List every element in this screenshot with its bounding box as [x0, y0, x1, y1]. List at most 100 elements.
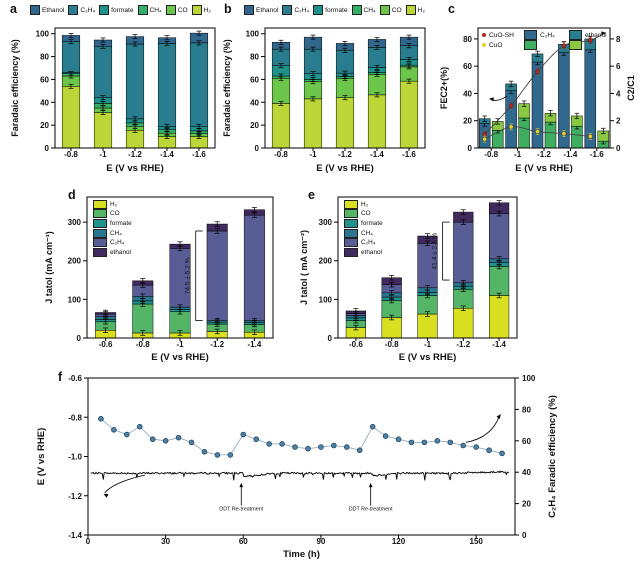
svg-text:20: 20	[463, 117, 472, 126]
svg-text:-1.4: -1.4	[370, 150, 384, 159]
panel-f: f DDT Re-treatment DDT Re-treatment -0.6 -0…	[28, 360, 638, 562]
svg-text:-1.4: -1.4	[68, 531, 82, 540]
legend-label: formate	[110, 219, 132, 227]
legend-item-Ethanol: Ethanol	[30, 5, 64, 15]
legend-swatch	[244, 5, 254, 15]
legend-swatch	[93, 199, 107, 209]
svg-text:Time (h): Time (h)	[283, 549, 320, 560]
panel-e-chart: -0.6 -0.8 -1 -1.2 -1.4 0 100 200 300 E (V vs RHE)…	[299, 196, 518, 362]
svg-text:60: 60	[522, 437, 531, 446]
panel-a-label: a	[10, 2, 17, 16]
svg-text:200: 200	[68, 257, 82, 266]
legend-swatch	[282, 5, 293, 15]
svg-text:2: 2	[616, 117, 621, 126]
svg-text:E (V vs RHE): E (V vs RHE)	[399, 352, 457, 362]
panel-b: b Ethanol C₂H₄ formate CH₄ CO H₂ -0.8 -1 -1.2 -1…	[220, 2, 442, 176]
svg-text:-1.6: -1.6	[192, 150, 206, 159]
svg-text:DDT Re-treatment: DDT Re-treatment	[219, 506, 263, 512]
panel-e-legend: H₂ CO formate CH₄ C₂H₄ ethanol	[344, 199, 383, 257]
panel-a-chart: -0.8 -1 -1.2 -1.4 -1.6 0 20 40 60 80 100 E (V vs RH…	[10, 27, 216, 174]
legend-item-formate: formate	[313, 5, 348, 15]
legend-swatch	[344, 218, 358, 228]
svg-text:E (V vs RHE): E (V vs RHE)	[515, 163, 573, 174]
svg-text:-0.6: -0.6	[349, 340, 363, 349]
svg-text:20: 20	[250, 121, 259, 130]
legend-label: CO	[110, 210, 120, 218]
legend-label: formate	[111, 6, 134, 14]
svg-text:J tatol ( mA cm⁻²): J tatol ( mA cm⁻²)	[299, 230, 309, 305]
svg-text:0: 0	[77, 334, 82, 343]
svg-text:-1.2: -1.2	[68, 492, 82, 501]
legend-swatch-C₂H₄	[524, 30, 537, 40]
svg-text:C2/C1: C2/C1	[626, 75, 636, 101]
svg-text:-1: -1	[514, 150, 522, 159]
legend-swatch-C₂H₄	[524, 40, 537, 50]
legend-swatch	[379, 5, 390, 15]
a-bars	[61, 30, 209, 149]
legend-item-C₂H₄: C₂H₄	[93, 238, 132, 248]
legend-label: C₂H₄	[540, 31, 555, 39]
legend-item-CH₄: CH₄	[344, 228, 383, 238]
legend-item-C₂H₄: C₂H₄	[282, 5, 309, 15]
legend-label: H₂	[361, 200, 369, 208]
svg-text:40: 40	[522, 468, 531, 477]
svg-text:41.4 ± 2.6 %: 41.4 ± 2.6 %	[432, 232, 439, 269]
svg-text:6: 6	[616, 62, 621, 71]
svg-text:0: 0	[255, 144, 260, 153]
svg-text:-1: -1	[309, 150, 317, 159]
svg-text:0: 0	[86, 537, 91, 546]
svg-text:40: 40	[463, 89, 472, 98]
svg-text:100: 100	[68, 295, 82, 304]
svg-text:-1.2: -1.2	[537, 150, 551, 159]
svg-text:20: 20	[40, 121, 49, 130]
legend-swatch	[68, 5, 79, 15]
svg-text:E (V vs RHE): E (V vs RHE)	[36, 428, 47, 486]
potential-trace	[90, 470, 510, 481]
panel-f-chart: DDT Re-treatment DDT Re-treatment -0.6 -0.8…	[36, 374, 558, 560]
legend-item-CH₄: CH₄	[351, 5, 376, 15]
svg-text:-1.2: -1.2	[456, 340, 470, 349]
panel-a: a Ethanol C₂H₄ formate CH₄ CO H₂ -0.8 -1 -1.2 -1…	[6, 2, 228, 176]
svg-text:300: 300	[68, 218, 82, 227]
legend-swatch	[165, 5, 176, 15]
legend-label: Ethanol	[256, 6, 279, 14]
svg-text:40: 40	[250, 98, 259, 107]
svg-text:4: 4	[616, 89, 621, 98]
legend-item-CO: CO	[379, 5, 402, 15]
svg-text:DDT Re-treatment: DDT Re-treatment	[349, 506, 393, 512]
legend-label: CuO	[489, 41, 503, 49]
legend-label: CH₄	[149, 6, 162, 14]
legend-label: ethanol	[110, 248, 131, 256]
svg-text:C₂H₄ Faradic efficiency (%): C₂H₄ Faradic efficiency (%)	[547, 395, 558, 518]
legend-swatch	[99, 5, 110, 15]
legend-swatch-ethanol	[569, 40, 582, 50]
legend-item-H₂: H₂	[93, 199, 132, 209]
svg-text:60: 60	[40, 75, 49, 84]
legend-swatch	[93, 209, 107, 219]
legend-label: CO	[361, 210, 371, 218]
svg-text:-0.8: -0.8	[274, 150, 288, 159]
svg-text:8: 8	[616, 35, 621, 44]
legend-item-Ethanol: Ethanol	[244, 5, 278, 15]
svg-text:Faradaic efficiency (%): Faradaic efficiency (%)	[10, 39, 20, 137]
legend-swatch	[344, 247, 358, 257]
svg-text:J tatol (mA cm⁻¹): J tatol (mA cm⁻¹)	[44, 231, 54, 303]
svg-text:80: 80	[463, 35, 472, 44]
legend-swatch	[93, 238, 107, 248]
panel-b-label: b	[224, 2, 232, 16]
panel-c-legend: CuO-SH C₂H₄ ethanol CuO	[482, 30, 611, 50]
legend-label: C₂H₄	[361, 239, 376, 247]
legend-label: H₂	[110, 200, 118, 208]
svg-text:0: 0	[522, 531, 527, 540]
svg-text:0: 0	[616, 144, 621, 153]
svg-text:100: 100	[246, 30, 260, 39]
legend-swatch	[313, 5, 324, 15]
legend-label: CH₄	[363, 6, 376, 14]
svg-text:60: 60	[239, 537, 248, 546]
legend-label: CH₄	[361, 229, 373, 237]
legend-row: CuO-SH C₂H₄ ethanol	[482, 30, 611, 40]
legend-label: ethanol	[585, 31, 607, 39]
svg-text:0: 0	[45, 144, 50, 153]
panel-a-legend: Ethanol C₂H₄ formate CH₄ CO H₂	[30, 5, 211, 15]
legend-dot-CuO-SH	[482, 33, 486, 37]
